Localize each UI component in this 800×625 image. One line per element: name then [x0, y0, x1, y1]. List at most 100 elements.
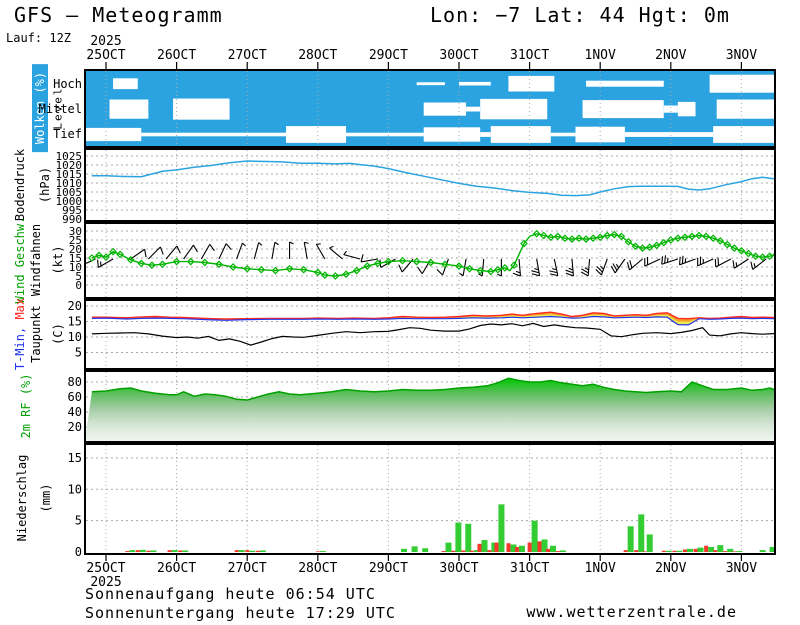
- wind-point-marker: [539, 231, 548, 240]
- dewpoint-line: [91, 322, 774, 346]
- precip-bar-total: [646, 534, 653, 552]
- precip-panel-label: Niederschlag: [15, 454, 29, 542]
- temp-minmax-label: T-Min, Max: [13, 298, 27, 370]
- precip-bar-total: [676, 550, 683, 552]
- precip-bar-convective: [135, 550, 140, 552]
- wind-point-marker: [116, 250, 124, 259]
- sunset-text: Sonnenuntergang heute 17:29 UTC: [85, 604, 396, 622]
- svg-text:26OCT: 26OCT: [157, 561, 196, 576]
- humidity-series: [86, 377, 774, 441]
- pressure-unit-label: (hPa): [38, 166, 52, 204]
- svg-text:29OCT: 29OCT: [369, 48, 408, 63]
- precipitation-y-tick-labels: 15 10 5 0: [68, 451, 82, 559]
- wind-point-marker: [257, 265, 266, 274]
- wind-point-marker: [126, 255, 135, 264]
- precip-bar-convective: [537, 541, 542, 552]
- pressure-panel-label: Bodendruck: [13, 148, 27, 222]
- dewpoint-label: Taupunkt: [29, 305, 43, 363]
- svg-text:10: 10: [68, 482, 82, 496]
- wind-point-marker: [148, 261, 156, 270]
- wind-point-marker: [744, 249, 753, 258]
- svg-text:26OCT: 26OCT: [157, 48, 196, 63]
- svg-text:31OCT: 31OCT: [510, 48, 549, 63]
- wind-series: [86, 229, 774, 280]
- wind-point-marker: [589, 234, 597, 243]
- precip-bar-total: [518, 545, 525, 552]
- svg-text:1NOV: 1NOV: [585, 48, 616, 63]
- wind-point-marker: [271, 266, 280, 275]
- precip-bar-convective: [732, 551, 737, 552]
- precip-bar-total: [259, 550, 266, 552]
- svg-text:27OCT: 27OCT: [228, 561, 267, 576]
- svg-text:1010: 1010: [56, 177, 83, 190]
- svg-text:0: 0: [75, 545, 82, 559]
- wind-point-marker: [412, 257, 421, 266]
- wind-point-marker: [688, 232, 696, 241]
- wind-speed-label: Wind Geschw.: [13, 216, 27, 304]
- wind-point-marker: [398, 256, 407, 265]
- svg-text:15: 15: [68, 315, 82, 329]
- svg-text:3NOV: 3NOV: [726, 48, 757, 63]
- website-text: www.wetterzentrale.de: [526, 603, 737, 621]
- wind-point-marker: [363, 262, 372, 270]
- precip-bar-total: [401, 548, 408, 552]
- svg-text:1NOV: 1NOV: [585, 561, 616, 576]
- wind-point-marker: [501, 264, 509, 272]
- wind-point-marker: [652, 241, 661, 250]
- svg-text:30: 30: [69, 225, 82, 238]
- pressure-line: [91, 160, 774, 197]
- wind-point-marker: [137, 259, 146, 268]
- precip-bar-convective: [146, 550, 151, 552]
- wind-point-marker: [520, 239, 528, 248]
- wind-point-marker: [709, 234, 718, 243]
- svg-text:20: 20: [69, 243, 82, 256]
- precip-bar-convective: [661, 550, 666, 552]
- precip-bar-total: [455, 522, 462, 552]
- precip-bar-convective: [315, 551, 320, 552]
- svg-text:25OCT: 25OCT: [86, 48, 125, 63]
- precip-bar-total: [559, 550, 566, 552]
- precip-bar-convective: [461, 550, 466, 552]
- wind-point-marker: [172, 257, 181, 266]
- wind-point-marker: [243, 264, 252, 273]
- wind-point-marker: [215, 260, 223, 269]
- wind-point-marker: [730, 244, 739, 252]
- temperature-series: [91, 311, 774, 346]
- precip-bar-convective: [642, 551, 647, 552]
- precip-bar-total: [238, 550, 245, 552]
- precip-bar-convective: [487, 550, 492, 552]
- wind-unit-label: (kt): [51, 245, 65, 275]
- precip-bar-convective: [723, 551, 728, 552]
- cloud-row-tief: Tief: [53, 127, 82, 141]
- wind-point-marker: [553, 232, 562, 241]
- precip-bar-convective: [477, 543, 482, 552]
- precipitation-panel-border: [84, 443, 776, 555]
- precip-bar-total: [150, 550, 157, 552]
- svg-text:15: 15: [69, 252, 82, 265]
- precip-bar-convective: [506, 543, 511, 552]
- wind-point-marker: [95, 251, 103, 260]
- precip-bar-total: [531, 520, 538, 552]
- wind-point-marker: [737, 246, 746, 255]
- wind-point-marker: [313, 268, 322, 277]
- humidity-line: [91, 377, 774, 401]
- svg-text:10: 10: [68, 330, 82, 344]
- wind-point-marker: [765, 252, 774, 261]
- wind-point-marker: [384, 257, 393, 266]
- svg-text:60: 60: [68, 390, 82, 404]
- svg-text:31OCT: 31OCT: [510, 561, 549, 576]
- precip-bar-convective: [451, 550, 456, 552]
- wind-point-marker: [109, 247, 117, 256]
- wind-point-marker: [486, 267, 495, 276]
- precip-bar-total: [638, 514, 645, 552]
- clouds-panel-border: [84, 69, 776, 148]
- wind-point-marker: [674, 234, 682, 243]
- wind-point-marker: [455, 262, 463, 270]
- precip-bar-convective: [634, 550, 639, 552]
- wind-point-marker: [510, 261, 518, 270]
- svg-text:2025: 2025: [90, 575, 121, 590]
- page-title: GFS — Meteogramm: [14, 3, 223, 27]
